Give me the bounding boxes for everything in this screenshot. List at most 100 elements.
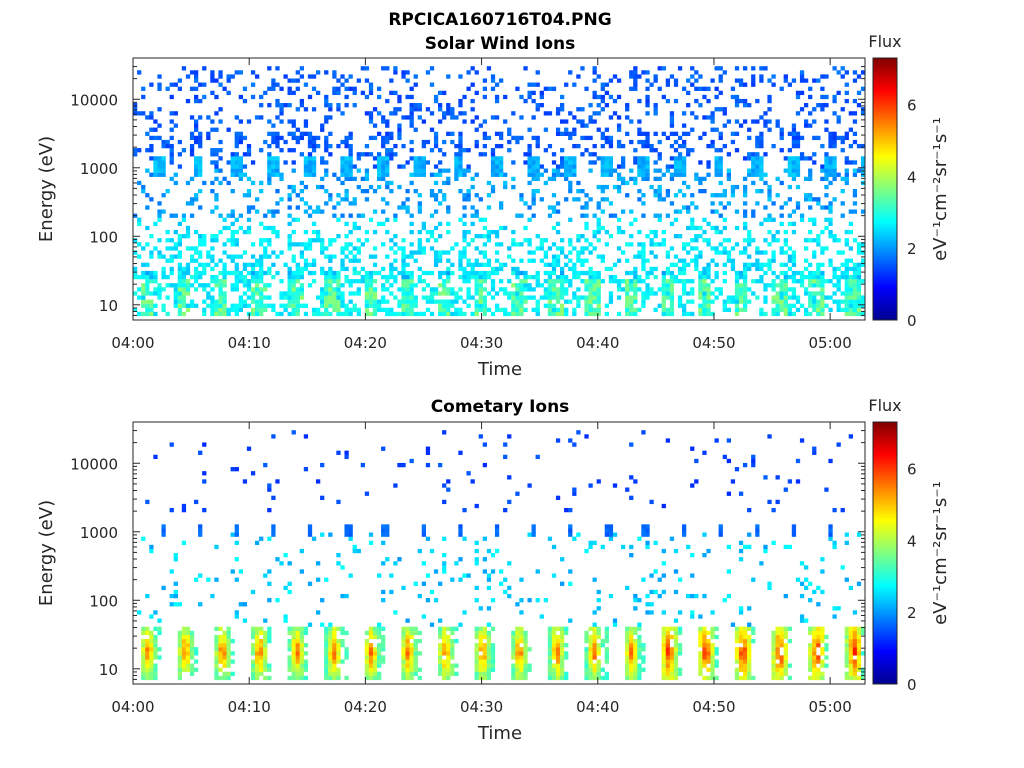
spectrogram-cell (710, 201, 715, 206)
spectrogram-cell (747, 254, 752, 259)
spectrogram-cell (275, 229, 280, 235)
spectrogram-cell (612, 274, 618, 280)
spectrogram-cell (340, 291, 345, 296)
spectrogram-cell (653, 291, 658, 296)
spectrogram-cell (263, 307, 268, 313)
spectrogram-cell (259, 270, 264, 276)
colorbar-tick-label: 0 (907, 312, 917, 330)
spectrogram-cell (417, 250, 422, 255)
spectrogram-cell (291, 291, 296, 296)
spectrogram-cell (486, 291, 492, 296)
spectrogram-cell (547, 307, 553, 313)
spectrogram-cell (629, 295, 634, 300)
spectrogram-cell (718, 229, 723, 235)
spectrogram-cell (401, 258, 406, 263)
spectrogram-cell (820, 164, 825, 169)
spectrogram-cell (560, 581, 565, 586)
spectrogram-cell (417, 156, 422, 161)
spectrogram-cell (661, 270, 666, 276)
spectrogram-cell (340, 168, 345, 173)
spectrogram-cell (153, 287, 158, 292)
spectrogram-cell (283, 303, 288, 308)
spectrogram-cell (466, 242, 471, 247)
spectrogram-cell (344, 193, 349, 198)
spectrogram-cell (194, 127, 199, 132)
spectrogram-cell (673, 156, 679, 161)
spectrogram-cell (372, 659, 378, 664)
spectrogram-cell (267, 507, 272, 513)
spectrogram-cell (584, 258, 589, 263)
spectrogram-cell (804, 123, 809, 128)
spectrogram-cell (368, 254, 374, 259)
spectrogram-cell (795, 172, 801, 177)
spectrogram-cell (364, 94, 370, 100)
spectrogram-cell (816, 303, 821, 308)
spectrogram-cell (738, 291, 744, 296)
spectrogram-cell (804, 307, 809, 313)
spectrogram-cell (307, 242, 313, 247)
spectrogram-cell (669, 311, 675, 317)
spectrogram-cell (442, 270, 447, 276)
spectrogram-cell (145, 647, 150, 652)
spectrogram-cell (852, 201, 858, 206)
spectrogram-cell (490, 74, 496, 79)
spectrogram-cell (259, 221, 264, 227)
spectrogram-cell (438, 667, 443, 672)
spectrogram-cell (450, 630, 455, 636)
spectrogram-cell (218, 119, 223, 124)
spectrogram-cell (295, 270, 300, 276)
spectrogram-cell (767, 127, 772, 132)
spectrogram-cell (747, 103, 752, 108)
spectrogram-cell (344, 197, 349, 202)
spectrogram-cell (328, 283, 333, 288)
spectrogram-cell (287, 659, 292, 664)
spectrogram-cell (324, 103, 329, 108)
spectrogram-cell (149, 655, 154, 660)
spectrogram-cell (328, 152, 333, 157)
spectrogram-cell (649, 143, 654, 149)
spectrogram-cell (218, 107, 223, 112)
spectrogram-cell (210, 246, 215, 251)
spectrogram-cell (189, 135, 195, 141)
spectrogram-cell (328, 193, 333, 198)
spectrogram-cell (645, 98, 650, 104)
spectrogram-cell (291, 78, 296, 83)
spectrogram-cell (547, 536, 553, 541)
spectrogram-cell (401, 283, 406, 288)
spectrogram-cell (783, 78, 788, 83)
spectrogram-cell (149, 270, 154, 276)
spectrogram-cell (828, 180, 833, 186)
spectrogram-cell (454, 160, 459, 165)
spectrogram-cell (316, 229, 321, 235)
spectrogram-cell (771, 270, 776, 276)
spectrogram-cell (409, 675, 414, 681)
spectrogram-cell (568, 238, 573, 243)
spectrogram-cell (173, 557, 178, 562)
spectrogram-cell (560, 634, 565, 640)
spectrogram-cell (494, 168, 500, 173)
spectrogram-cell (702, 675, 707, 681)
spectrogram-cell (344, 164, 349, 169)
spectrogram-cell (149, 111, 154, 116)
spectrogram-cell (629, 663, 634, 668)
spectrogram-cell (307, 213, 313, 218)
spectrogram-cell (730, 258, 736, 263)
spectrogram-cell (446, 675, 451, 681)
spectrogram-cell (210, 70, 215, 75)
spectrogram-cell (860, 279, 866, 284)
spectrogram-cell (763, 299, 768, 304)
spectrogram-cell (836, 135, 841, 141)
spectrogram-cell (580, 107, 585, 112)
spectrogram-cell (596, 201, 601, 206)
spectrogram-cell (393, 213, 398, 218)
spectrogram-cell (409, 651, 414, 656)
spectrogram-cell (852, 209, 858, 214)
spectrogram-cell (673, 172, 679, 177)
spectrogram-cell (210, 234, 215, 239)
spectrogram-cell (263, 254, 268, 259)
spectrogram-cell (551, 655, 557, 660)
spectrogram-cell (673, 160, 679, 165)
spectrogram-cell (490, 115, 496, 120)
spectrogram-cell (686, 593, 691, 599)
spectrogram-cell (637, 626, 642, 631)
